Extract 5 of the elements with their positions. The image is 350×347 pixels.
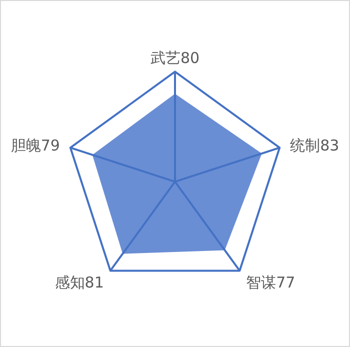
spoke-label: 统制83 <box>290 136 340 154</box>
spoke-label: 感知81 <box>54 274 104 292</box>
spoke-label: 智谋77 <box>246 274 296 292</box>
spoke-label: 胆魄79 <box>10 136 60 154</box>
spoke-label: 武艺80 <box>150 49 200 68</box>
